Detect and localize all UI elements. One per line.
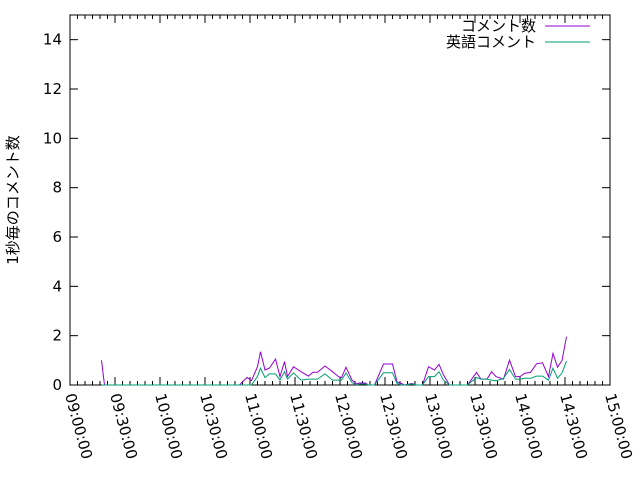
- y-tick-label: 12: [43, 80, 62, 98]
- axes: [69, 14, 611, 386]
- y-tick-label: 0: [52, 376, 62, 394]
- series-line-1: [101, 336, 567, 386]
- x-tick-label: 15:00:00: [601, 391, 636, 461]
- x-tick-label: 13:00:00: [421, 391, 456, 461]
- y-tick-label: 8: [52, 179, 62, 197]
- x-tick-label: 11:30:00: [286, 391, 321, 461]
- y-tick-label: 14: [43, 31, 62, 49]
- x-tick-label: 12:00:00: [331, 391, 366, 461]
- x-tick-label: 09:30:00: [106, 391, 141, 461]
- x-tick-label: 11:00:00: [241, 391, 276, 461]
- x-tick-label: 10:30:00: [196, 391, 231, 461]
- y-tick-label: 10: [43, 129, 62, 147]
- x-tick-label: 09:00:00: [61, 391, 96, 461]
- legend-label: 英語コメント: [446, 33, 536, 51]
- y-axis-label: 1秒毎のコメント数: [4, 135, 22, 265]
- series-line-2: [101, 360, 567, 386]
- legend-label: コメント数: [461, 17, 536, 35]
- plot-border: [69, 14, 611, 386]
- x-tick-label: 14:30:00: [556, 391, 591, 461]
- x-tick-label: 13:30:00: [466, 391, 501, 461]
- series-lines: [101, 336, 567, 386]
- y-tick-label: 2: [52, 327, 62, 345]
- x-tick-label: 14:00:00: [511, 391, 546, 461]
- y-tick-label: 4: [52, 277, 62, 295]
- ticks: 0 2 4 6 8 10 12 14 09:00:00 09:30:00 10:00:00 10:30…: [43, 15, 636, 461]
- x-tick-label: 12:30:00: [376, 391, 411, 461]
- x-tick-label: 10:00:00: [151, 391, 186, 461]
- y-tick-label: 6: [52, 228, 62, 246]
